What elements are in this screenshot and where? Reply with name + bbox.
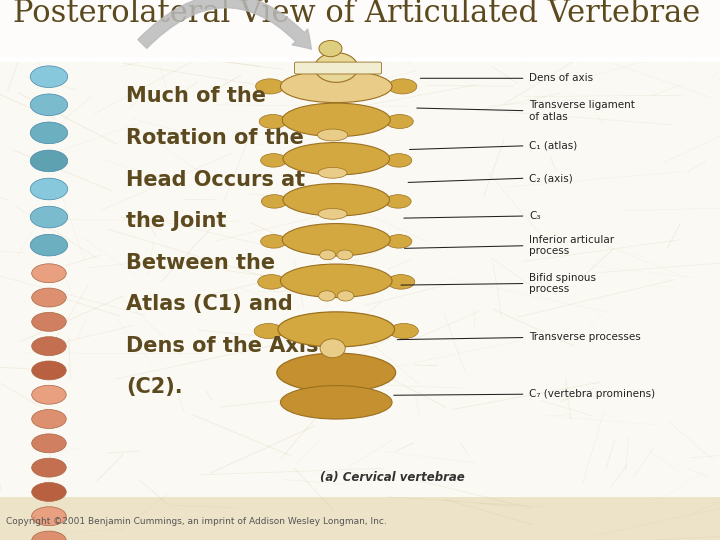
Ellipse shape: [281, 264, 392, 298]
Ellipse shape: [318, 129, 348, 141]
Text: Much of the: Much of the: [126, 86, 266, 106]
Ellipse shape: [318, 167, 347, 178]
Ellipse shape: [32, 483, 66, 501]
Ellipse shape: [32, 288, 66, 307]
Text: Transverse processes: Transverse processes: [529, 333, 641, 342]
Text: Dens of axis: Dens of axis: [529, 73, 593, 83]
Ellipse shape: [283, 143, 390, 175]
Ellipse shape: [32, 531, 66, 540]
Ellipse shape: [385, 195, 411, 208]
Ellipse shape: [32, 386, 66, 404]
Text: C₂ (axis): C₂ (axis): [529, 173, 573, 183]
FancyBboxPatch shape: [0, 57, 720, 497]
Ellipse shape: [386, 153, 412, 167]
Ellipse shape: [387, 274, 415, 289]
Ellipse shape: [320, 339, 346, 357]
Ellipse shape: [30, 94, 68, 116]
Ellipse shape: [32, 312, 66, 331]
Text: Rotation of the: Rotation of the: [126, 128, 304, 148]
Ellipse shape: [338, 291, 354, 301]
Ellipse shape: [282, 224, 390, 256]
Ellipse shape: [281, 386, 392, 419]
Ellipse shape: [32, 264, 66, 283]
Text: C₇ (vertebra prominens): C₇ (vertebra prominens): [529, 389, 655, 399]
Text: Transverse ligament
of atlas: Transverse ligament of atlas: [529, 100, 635, 122]
Ellipse shape: [30, 150, 68, 172]
Ellipse shape: [315, 52, 358, 82]
FancyBboxPatch shape: [0, 0, 720, 62]
Text: Inferior articular
process: Inferior articular process: [529, 235, 614, 256]
Ellipse shape: [319, 291, 335, 301]
Ellipse shape: [32, 458, 66, 477]
Text: (a) Cervical vertebrae: (a) Cervical vertebrae: [320, 471, 465, 484]
Text: Bifid spinous
process: Bifid spinous process: [529, 273, 596, 294]
Ellipse shape: [32, 507, 66, 525]
Text: C₃: C₃: [529, 211, 541, 221]
Ellipse shape: [30, 206, 68, 228]
Text: the Joint: the Joint: [126, 211, 226, 231]
Ellipse shape: [386, 114, 413, 129]
FancyArrowPatch shape: [138, 0, 311, 49]
Ellipse shape: [258, 274, 285, 289]
Ellipse shape: [32, 337, 66, 355]
Text: Dens of the Axis: Dens of the Axis: [126, 336, 318, 356]
Ellipse shape: [261, 153, 287, 167]
Ellipse shape: [337, 250, 353, 260]
Text: Head Occurs at: Head Occurs at: [126, 170, 305, 190]
Ellipse shape: [386, 234, 412, 248]
Ellipse shape: [30, 66, 68, 87]
Ellipse shape: [278, 312, 395, 347]
Ellipse shape: [261, 195, 287, 208]
Ellipse shape: [318, 208, 347, 219]
Text: Between the: Between the: [126, 253, 275, 273]
Ellipse shape: [259, 114, 287, 129]
Ellipse shape: [319, 40, 342, 57]
Ellipse shape: [388, 79, 417, 94]
Text: Atlas (C1) and: Atlas (C1) and: [126, 294, 293, 314]
Ellipse shape: [32, 409, 66, 429]
Ellipse shape: [32, 434, 66, 453]
FancyBboxPatch shape: [294, 62, 382, 74]
Ellipse shape: [283, 184, 390, 216]
Ellipse shape: [32, 361, 66, 380]
Ellipse shape: [256, 79, 284, 94]
Ellipse shape: [320, 250, 336, 260]
Ellipse shape: [281, 70, 392, 103]
Ellipse shape: [30, 234, 68, 256]
Ellipse shape: [30, 122, 68, 144]
Text: Posterolateral View of Articulated Vertebrae: Posterolateral View of Articulated Verte…: [13, 0, 701, 29]
Ellipse shape: [277, 353, 396, 392]
Ellipse shape: [282, 103, 390, 137]
Ellipse shape: [254, 323, 283, 339]
Ellipse shape: [390, 323, 418, 339]
Text: Copyright ©2001 Benjamin Cummings, an imprint of Addison Wesley Longman, Inc.: Copyright ©2001 Benjamin Cummings, an im…: [6, 517, 387, 526]
Text: (C2).: (C2).: [126, 377, 183, 397]
Ellipse shape: [30, 178, 68, 200]
Ellipse shape: [261, 234, 287, 248]
Text: C₁ (atlas): C₁ (atlas): [529, 141, 577, 151]
